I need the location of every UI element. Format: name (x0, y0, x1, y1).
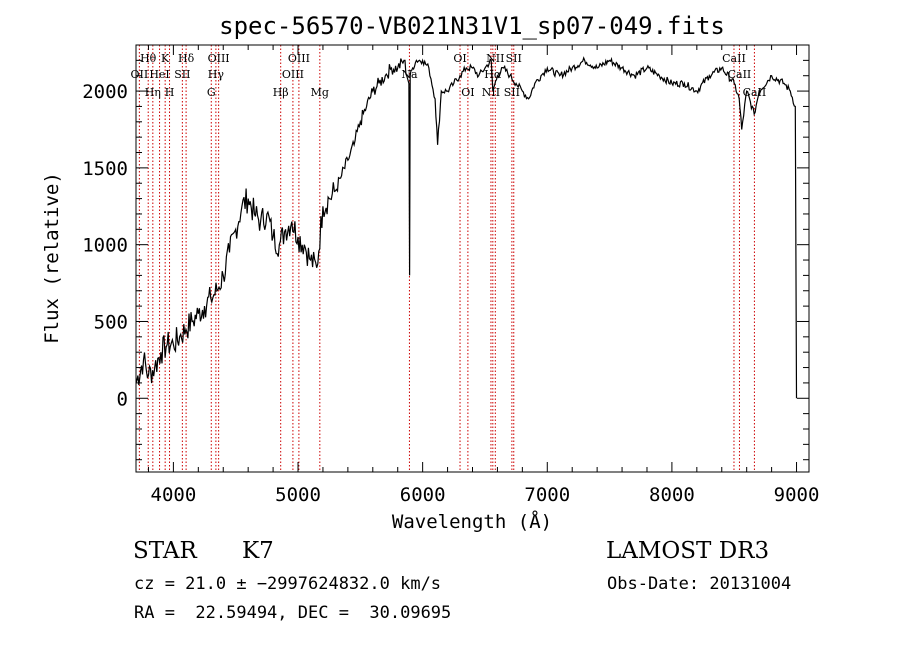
y-axis-ticks: 0 500 1000 1500 2000 (82, 59, 809, 461)
y-tick-label: 500 (94, 311, 128, 333)
line-marker-labels: OIIHθHηHeIKHSIIHδGHγOIIIHβOIIIOIIIMgNaOI… (131, 52, 767, 99)
x-axis-ticks: 4000 5000 6000 7000 8000 9000 (147, 45, 820, 506)
x-axis-label: Wavelength (Å) (392, 510, 552, 533)
line-marker-label: Hβ (273, 86, 289, 99)
line-marker-label: Hη (145, 86, 161, 99)
line-marker-label: OI (453, 52, 466, 65)
observation-date: Obs-Date: 20131004 (607, 574, 792, 594)
x-tick-label: 8000 (649, 484, 695, 506)
spectral-subclass: K7 (242, 538, 274, 564)
line-marker-label: K (161, 52, 170, 65)
line-marker-label: Hγ (208, 68, 225, 81)
object-class: STAR (133, 538, 197, 564)
line-markers (138, 45, 755, 472)
line-marker-label: HeI (149, 68, 169, 81)
x-tick-label: 7000 (524, 484, 570, 506)
line-marker-label: CaII (728, 68, 752, 81)
x-tick-label: 5000 (275, 484, 321, 506)
redshift-info: cz = 21.0 ± −2997624832.0 km/s (134, 574, 442, 594)
line-marker-label: CaII (722, 52, 746, 65)
x-tick-label: 9000 (774, 484, 820, 506)
x-tick-label: 6000 (400, 484, 446, 506)
line-marker-label: H (165, 86, 175, 99)
line-marker-label: OI (461, 86, 474, 99)
survey-name: LAMOST DR3 (606, 538, 770, 564)
line-marker-label: NII (482, 86, 500, 99)
y-axis-label: Flux (relative) (41, 172, 63, 344)
y-tick-label: 1500 (82, 158, 128, 180)
plot-frame (135, 44, 810, 473)
line-marker-label: Hδ (178, 52, 195, 65)
line-marker-label: SII (174, 68, 190, 81)
line-marker-label: OIII (282, 68, 304, 81)
line-marker-label: Mg (311, 86, 329, 99)
chart-title: spec-56570-VB021N31V1_sp07-049.fits (219, 12, 725, 40)
line-marker-label: SII (504, 86, 520, 99)
line-marker-label: SII (506, 52, 522, 65)
y-tick-label: 2000 (82, 81, 128, 103)
y-tick-label: 1000 (82, 235, 128, 257)
line-marker-label: Hθ (140, 52, 157, 65)
coordinates: RA = 22.59494, DEC = 30.09695 (134, 603, 452, 623)
line-marker-label: OII (131, 68, 149, 81)
x-tick-label: 4000 (151, 484, 197, 506)
line-marker-label: G (207, 86, 216, 99)
line-marker-label: OIII (288, 52, 310, 65)
spectrum-line (135, 56, 798, 399)
y-tick-label: 0 (117, 388, 128, 410)
line-marker-label: OIII (208, 52, 230, 65)
